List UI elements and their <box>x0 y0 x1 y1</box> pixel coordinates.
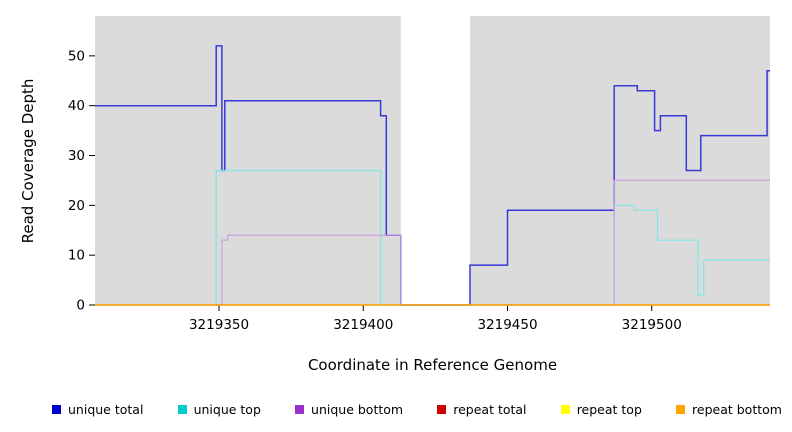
x-tick-label: 3219350 <box>189 317 249 333</box>
legend-label-unique-total: unique total <box>68 401 144 417</box>
coverage-plot: 0 10 20 30 40 50 3219350 3219400 3219450 3219500 <box>68 16 770 333</box>
legend-item-repeat-total: repeat total <box>437 401 527 417</box>
legend-label-repeat-top: repeat top <box>576 401 642 417</box>
legend-swatch-repeat-bottom <box>676 404 686 414</box>
legend-swatch-repeat-total <box>437 404 447 414</box>
legend-label-repeat-bottom: repeat bottom <box>692 401 782 417</box>
legend-item-repeat-bottom: repeat bottom <box>676 402 782 417</box>
y-tick-label: 30 <box>68 148 85 164</box>
x-tick-label: 3219400 <box>333 317 393 333</box>
legend-item-unique-top: unique top <box>177 401 261 417</box>
y-tick-label: 10 <box>68 248 85 264</box>
y-tick-label: 50 <box>68 48 85 64</box>
series-unique-total <box>95 45 770 306</box>
legend-label-repeat-total: repeat total <box>453 401 527 417</box>
y-tick-label: 40 <box>68 98 85 114</box>
x-tick-label: 3219450 <box>477 317 537 333</box>
x-axis-title: Coordinate in Reference Genome <box>307 356 558 374</box>
legend-swatch-unique-bottom <box>295 404 305 414</box>
legend-swatch-repeat-top <box>560 404 570 414</box>
legend-swatch-unique-top <box>177 404 187 414</box>
x-tick-label: 3219500 <box>622 317 682 333</box>
series-unique-top <box>95 169 770 306</box>
legend: unique total unique top unique bottom repea… <box>0 398 792 420</box>
legend-swatch-unique-total <box>52 404 61 414</box>
legend-item-unique-bottom: unique bottom <box>295 402 403 417</box>
y-tick-label: 20 <box>68 198 85 214</box>
masked-region <box>400 16 470 305</box>
y-tick-label: 0 <box>76 298 85 314</box>
y-axis-title: Read Coverage Depth <box>19 78 37 244</box>
series-unique-bottom <box>95 179 770 306</box>
legend-item-unique-total: unique total <box>52 402 143 417</box>
legend-label-unique-bottom: unique bottom <box>311 401 404 417</box>
legend-label-unique-top: unique top <box>193 401 261 417</box>
legend-item-repeat-top: repeat top <box>560 401 642 417</box>
